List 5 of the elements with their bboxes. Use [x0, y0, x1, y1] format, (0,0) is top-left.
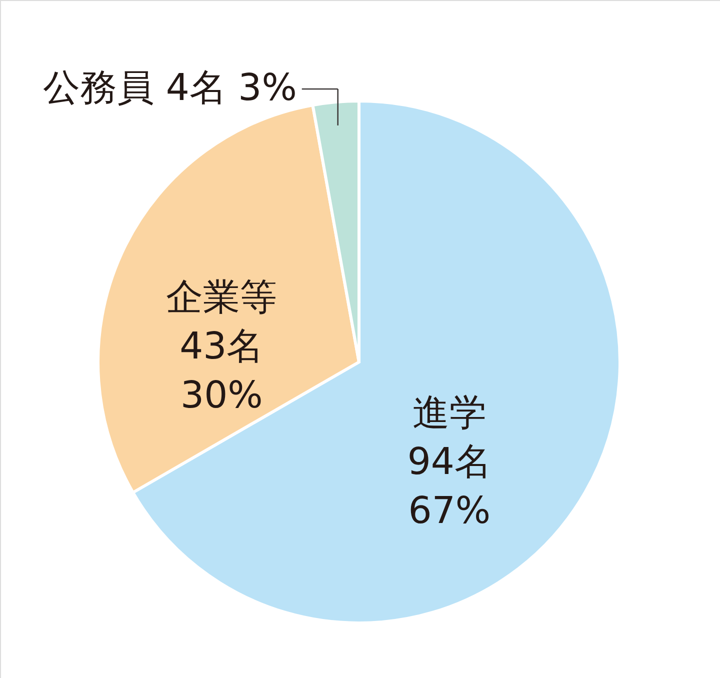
slice-label: 企業等	[166, 275, 278, 318]
slice-label: 進学	[412, 391, 486, 434]
data-label: 43名 30%	[180, 324, 264, 416]
data-label: 94名 67%	[407, 440, 492, 532]
slice-label: 公務員 4名 3%	[43, 66, 297, 109]
